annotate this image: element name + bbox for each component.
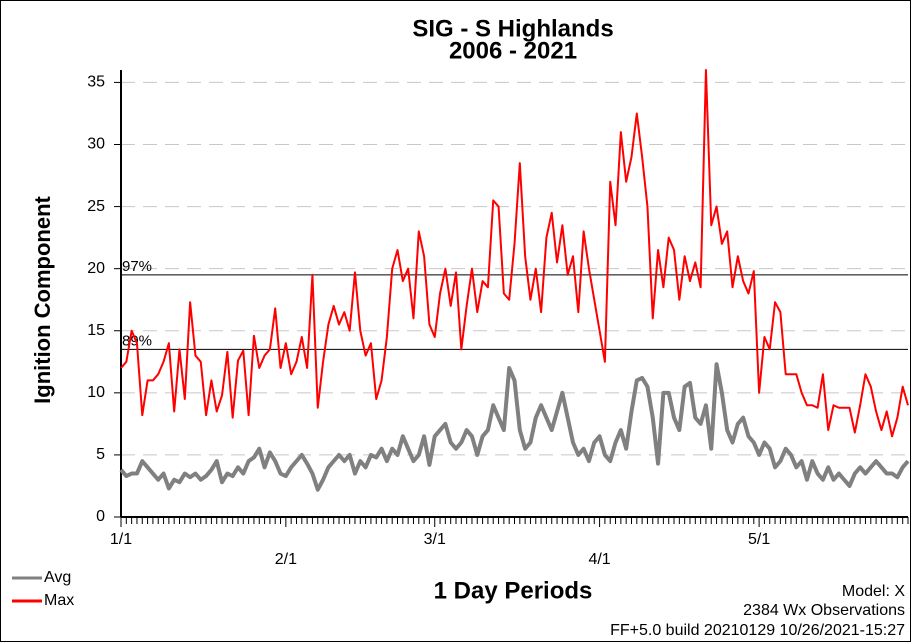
y-tick-label: 15 xyxy=(87,322,105,339)
reference-label: 97% xyxy=(122,258,152,275)
y-tick-label: 30 xyxy=(87,136,105,153)
y-tick-label: 5 xyxy=(96,446,105,463)
y-tick-label: 25 xyxy=(87,198,105,215)
footer-text: 2384 Wx Observations xyxy=(743,602,905,619)
legend-label: Avg xyxy=(44,569,71,586)
x-tick-label: 4/1 xyxy=(588,551,610,568)
footer-text: FF+5.0 build 20210129 10/26/2021-15:27 xyxy=(610,622,905,639)
legend-label: Max xyxy=(44,592,74,609)
chart-subtitle: 2006 - 2021 xyxy=(449,37,577,64)
x-tick-label: 1/1 xyxy=(110,531,132,548)
footer-text: Model: X xyxy=(842,583,905,600)
x-tick-label: 3/1 xyxy=(424,531,446,548)
data-line xyxy=(120,69,909,438)
y-axis-label: Ignition Component xyxy=(30,195,55,403)
x-tick-label: 2/1 xyxy=(275,551,297,568)
chart-title: SIG - S Highlands xyxy=(412,15,613,42)
y-tick-label: 20 xyxy=(87,260,105,277)
y-tick-label: 35 xyxy=(87,74,105,91)
y-tick-label: 0 xyxy=(96,508,105,525)
data-line xyxy=(119,362,910,492)
x-tick-label: 5/1 xyxy=(748,531,770,548)
y-tick-label: 10 xyxy=(87,384,105,401)
x-axis-label: 1 Day Periods xyxy=(434,577,593,604)
